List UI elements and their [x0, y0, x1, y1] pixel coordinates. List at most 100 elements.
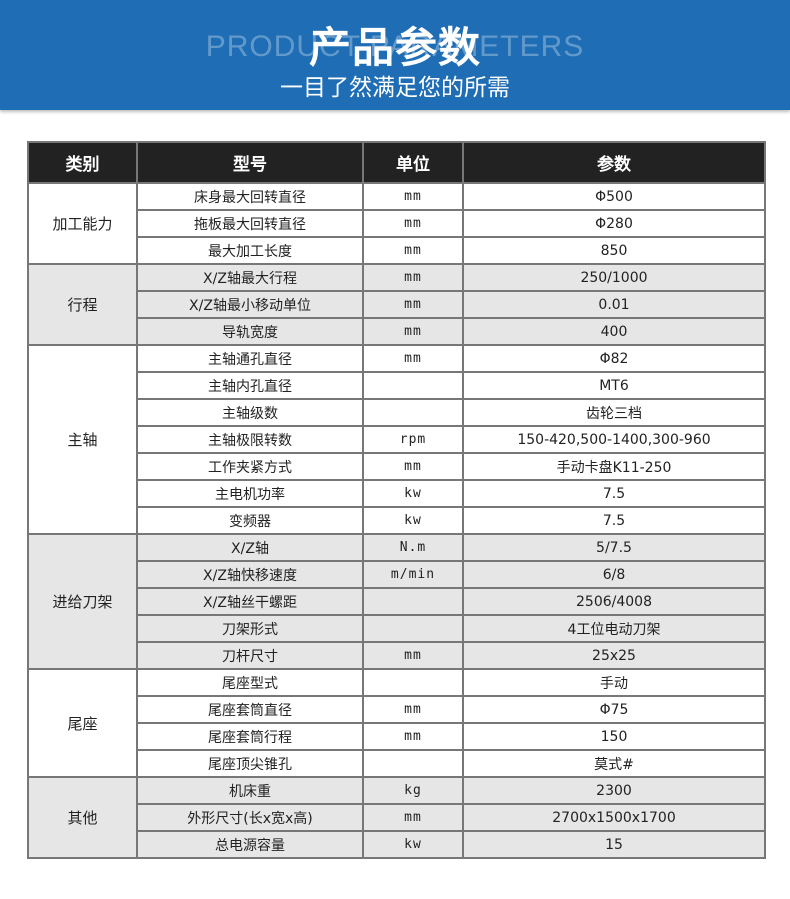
category-cell: 加工能力	[27, 182, 138, 265]
table-header-row: 类别 型号 单位 参数	[27, 141, 766, 184]
value-cell: 400	[462, 317, 766, 346]
unit-cell: mm	[362, 695, 464, 724]
model-cell: 主轴级数	[136, 398, 364, 427]
table-row: X/Z轴最小移动单位 mm 0.01	[28, 290, 766, 319]
value-cell: 手动卡盘K11-250	[462, 452, 766, 481]
model-cell: 外形尺寸(长x宽x高)	[136, 803, 364, 832]
value-cell: 6/8	[462, 560, 766, 589]
header-category: 类别	[27, 141, 138, 184]
model-cell: 主轴内孔直径	[136, 371, 364, 400]
unit-cell	[362, 668, 464, 697]
table-row: 主轴级数 齿轮三档	[28, 398, 766, 427]
header-banner: PRODUCT PARAMETERS 产品参数 一目了然满足您的所需	[0, 0, 790, 110]
model-cell: 最大加工长度	[136, 236, 364, 265]
page-subtitle: 一目了然满足您的所需	[280, 75, 510, 101]
table-row: 加工能力 床身最大回转直径 mm Φ500	[27, 182, 766, 265]
unit-cell: mm	[362, 344, 464, 373]
parameters-table: 类别 型号 单位 参数 加工能力 床身最大回转直径 mm Φ500 拖板最大回转直径 mm…	[27, 141, 766, 859]
unit-cell: kw	[362, 479, 464, 508]
model-cell: 拖板最大回转直径	[136, 209, 364, 238]
value-cell: 莫式#	[462, 749, 766, 778]
model-cell: 主电机功率	[136, 479, 364, 508]
unit-cell	[362, 749, 464, 778]
table-row: 尾座顶尖锥孔 莫式#	[28, 749, 766, 778]
unit-cell: N.m	[362, 533, 464, 562]
unit-cell: mm	[362, 290, 464, 319]
model-cell: 主轴通孔直径	[136, 344, 364, 373]
model-cell: 工作夹紧方式	[136, 452, 364, 481]
unit-cell: mm	[362, 236, 464, 265]
header-value: 参数	[462, 141, 766, 184]
table-row: 主电机功率 kw 7.5	[28, 479, 766, 508]
unit-cell: kg	[362, 776, 464, 805]
category-cell: 主轴	[27, 344, 138, 535]
value-cell: 5/7.5	[462, 533, 766, 562]
model-cell: 导轨宽度	[136, 317, 364, 346]
value-cell: 齿轮三档	[462, 398, 766, 427]
table-row: 主轴 主轴通孔直径 mm Φ82	[27, 344, 766, 535]
model-cell: 机床重	[136, 776, 364, 805]
value-cell: 250/1000	[462, 263, 766, 292]
unit-cell	[362, 614, 464, 643]
table-row: 进给刀架 X/Z轴 N.m 5/7.5	[27, 533, 766, 670]
model-cell: 尾座型式	[136, 668, 364, 697]
value-cell: 2300	[462, 776, 766, 805]
table-row: 行程 X/Z轴最大行程 mm 250/1000	[27, 263, 766, 346]
unit-cell: mm	[362, 263, 464, 292]
value-cell: 150-420,500-1400,300-960	[462, 425, 766, 454]
value-cell: 4工位电动刀架	[462, 614, 766, 643]
unit-cell: m/min	[362, 560, 464, 589]
header-unit: 单位	[362, 141, 464, 184]
table-row: X/Z轴快移速度 m/min 6/8	[28, 560, 766, 589]
model-cell: 床身最大回转直径	[136, 182, 364, 211]
model-cell: 尾座套筒直径	[136, 695, 364, 724]
value-cell: 850	[462, 236, 766, 265]
model-cell: 刀架形式	[136, 614, 364, 643]
value-cell: 7.5	[462, 506, 766, 535]
model-cell: 尾座套筒行程	[136, 722, 364, 751]
table-row: 拖板最大回转直径 mm Φ280	[28, 209, 766, 238]
model-cell: 尾座顶尖锥孔	[136, 749, 364, 778]
page-title: 产品参数	[308, 23, 481, 72]
unit-cell	[362, 587, 464, 616]
value-cell: Φ280	[462, 209, 766, 238]
table-row: 变频器 kw 7.5	[28, 506, 766, 535]
unit-cell: mm	[362, 182, 464, 211]
table-row: 主轴极限转数 rpm 150-420,500-1400,300-960	[28, 425, 766, 454]
model-cell: X/Z轴最小移动单位	[136, 290, 364, 319]
table-row: 刀杆尺寸 mm 25x25	[28, 641, 766, 670]
model-cell: 主轴极限转数	[136, 425, 364, 454]
unit-cell: mm	[362, 209, 464, 238]
category-cell: 尾座	[27, 668, 138, 778]
model-cell: X/Z轴	[136, 533, 364, 562]
model-cell: X/Z轴最大行程	[136, 263, 364, 292]
model-cell: X/Z轴丝干螺距	[136, 587, 364, 616]
table-row: 刀架形式 4工位电动刀架	[28, 614, 766, 643]
value-cell: 2506/4008	[462, 587, 766, 616]
table-row: 导轨宽度 mm 400	[28, 317, 766, 346]
value-cell: 手动	[462, 668, 766, 697]
table-row: X/Z轴丝干螺距 2506/4008	[28, 587, 766, 616]
header-model: 型号	[136, 141, 364, 184]
model-cell: 刀杆尺寸	[136, 641, 364, 670]
table-row: 主轴内孔直径 MT6	[28, 371, 766, 400]
model-cell: 变频器	[136, 506, 364, 535]
value-cell: 7.5	[462, 479, 766, 508]
category-cell: 其他	[27, 776, 138, 859]
unit-cell: mm	[362, 803, 464, 832]
value-cell: Φ82	[462, 344, 766, 373]
value-cell: 150	[462, 722, 766, 751]
unit-cell	[362, 398, 464, 427]
model-cell: X/Z轴快移速度	[136, 560, 364, 589]
category-cell: 进给刀架	[27, 533, 138, 670]
unit-cell: mm	[362, 722, 464, 751]
unit-cell: rpm	[362, 425, 464, 454]
unit-cell: kw	[362, 830, 464, 859]
table-row: 尾座 尾座型式 手动	[27, 668, 766, 778]
category-cell: 行程	[27, 263, 138, 346]
table-row: 外形尺寸(长x宽x高) mm 2700x1500x1700	[28, 803, 766, 832]
value-cell: 25x25	[462, 641, 766, 670]
table-row: 总电源容量 kw 15	[28, 830, 766, 859]
unit-cell: mm	[362, 452, 464, 481]
unit-cell	[362, 371, 464, 400]
